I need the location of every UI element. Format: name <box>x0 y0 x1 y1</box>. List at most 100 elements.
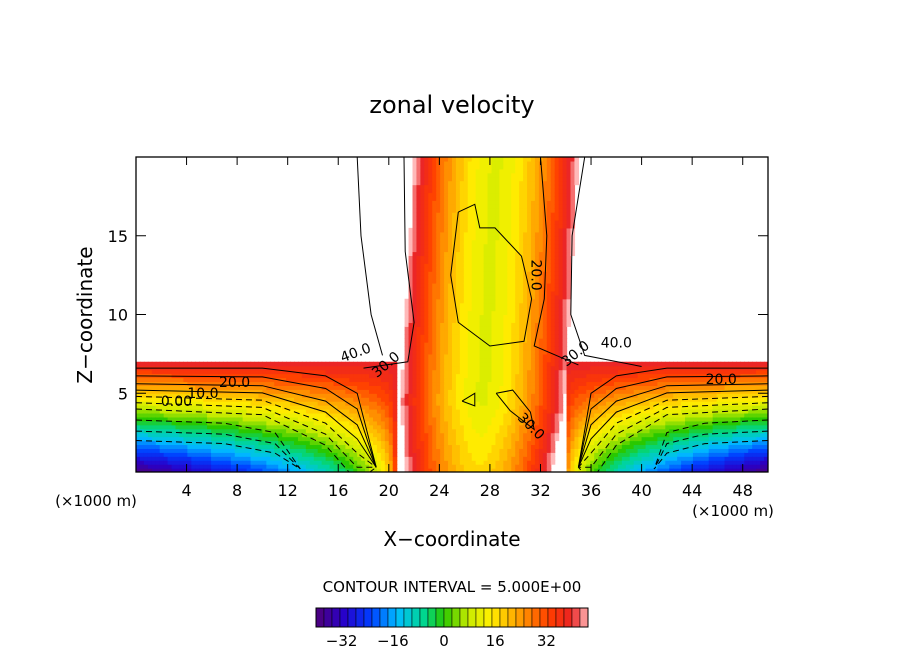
field-cell <box>195 412 200 418</box>
field-cell <box>491 184 497 190</box>
field-cell <box>222 373 228 379</box>
field-cell <box>550 286 556 292</box>
field-cell <box>444 448 449 453</box>
field-cell <box>412 346 418 351</box>
field-cell <box>361 405 366 410</box>
field-cell <box>432 405 437 410</box>
field-cell <box>297 452 303 457</box>
field-cell <box>471 365 477 371</box>
field-cell <box>305 444 311 449</box>
field-cell <box>554 243 560 249</box>
field-cell <box>254 409 260 414</box>
field-cell <box>412 160 418 166</box>
field-cell <box>542 416 548 422</box>
field-cell <box>428 412 433 418</box>
field-cell <box>376 405 382 410</box>
field-cell <box>266 397 271 402</box>
field-cell <box>483 172 489 178</box>
field-cell <box>558 251 564 257</box>
field-cell <box>471 239 477 245</box>
field-cell <box>507 180 512 186</box>
field-cell <box>527 424 532 430</box>
field-cell <box>550 334 556 339</box>
field-cell <box>159 460 165 465</box>
field-cell <box>546 420 552 426</box>
field-cell <box>523 397 528 402</box>
field-cell <box>507 432 512 438</box>
field-cell <box>499 176 504 182</box>
field-cell <box>448 208 453 213</box>
field-cell <box>483 279 489 284</box>
field-cell <box>491 373 497 379</box>
field-cell <box>483 184 489 190</box>
field-cell <box>531 157 536 162</box>
field-cell <box>444 208 449 213</box>
field-cell <box>416 318 421 323</box>
field-cell <box>507 456 512 461</box>
field-cell <box>538 290 544 296</box>
field-cell <box>444 279 449 284</box>
field-cell <box>471 428 477 434</box>
field-cell <box>452 302 457 308</box>
field-cell <box>230 428 236 434</box>
field-cell <box>294 424 299 430</box>
field-cell <box>432 432 437 438</box>
field-cell <box>499 393 504 398</box>
field-cell <box>309 397 315 402</box>
field-cell <box>475 369 481 375</box>
field-cell <box>313 452 319 457</box>
field-cell <box>467 432 473 438</box>
field-cell <box>400 369 406 375</box>
field-cell <box>452 188 457 194</box>
field-cell <box>519 267 524 272</box>
field-cell <box>234 385 240 390</box>
field-cell <box>357 361 362 367</box>
field-cell <box>400 373 406 379</box>
field-cell <box>353 464 358 469</box>
field-cell <box>499 460 504 465</box>
field-cell <box>215 444 220 449</box>
field-cell <box>495 428 500 434</box>
field-cell <box>349 424 354 430</box>
field-cell <box>408 432 414 438</box>
field-cell <box>416 298 421 304</box>
field-cell <box>483 188 489 194</box>
field-cell <box>503 424 508 430</box>
field-cell <box>479 342 485 347</box>
field-cell <box>424 275 429 280</box>
field-cell <box>503 444 508 449</box>
field-cell <box>183 381 188 386</box>
field-cell <box>519 212 524 217</box>
field-cell <box>534 389 540 394</box>
field-cell <box>420 231 425 237</box>
field-cell <box>475 432 481 438</box>
field-cell <box>459 456 465 461</box>
field-cell <box>211 468 216 472</box>
field-cell <box>491 204 497 209</box>
field-cell <box>424 346 429 351</box>
field-cell <box>448 369 453 375</box>
field-cell <box>222 464 228 469</box>
field-cell <box>207 373 212 379</box>
field-cell <box>420 432 425 438</box>
field-cell <box>361 440 366 446</box>
field-cell <box>455 440 461 446</box>
field-cell <box>420 302 425 308</box>
field-cell <box>452 271 457 276</box>
field-cell <box>329 365 335 371</box>
field-cell <box>250 377 256 383</box>
field-cell <box>534 247 540 253</box>
field-cell <box>507 448 512 453</box>
field-cell <box>444 409 449 414</box>
field-cell <box>321 460 327 465</box>
field-cell <box>191 381 196 386</box>
field-cell <box>143 416 149 422</box>
field-cell <box>534 306 540 312</box>
field-cell <box>495 322 500 327</box>
field-cell <box>452 464 457 469</box>
field-cell <box>507 200 512 205</box>
field-cell <box>515 267 520 272</box>
field-cell <box>353 452 358 457</box>
field-cell <box>412 188 418 194</box>
field-cell <box>290 385 295 390</box>
